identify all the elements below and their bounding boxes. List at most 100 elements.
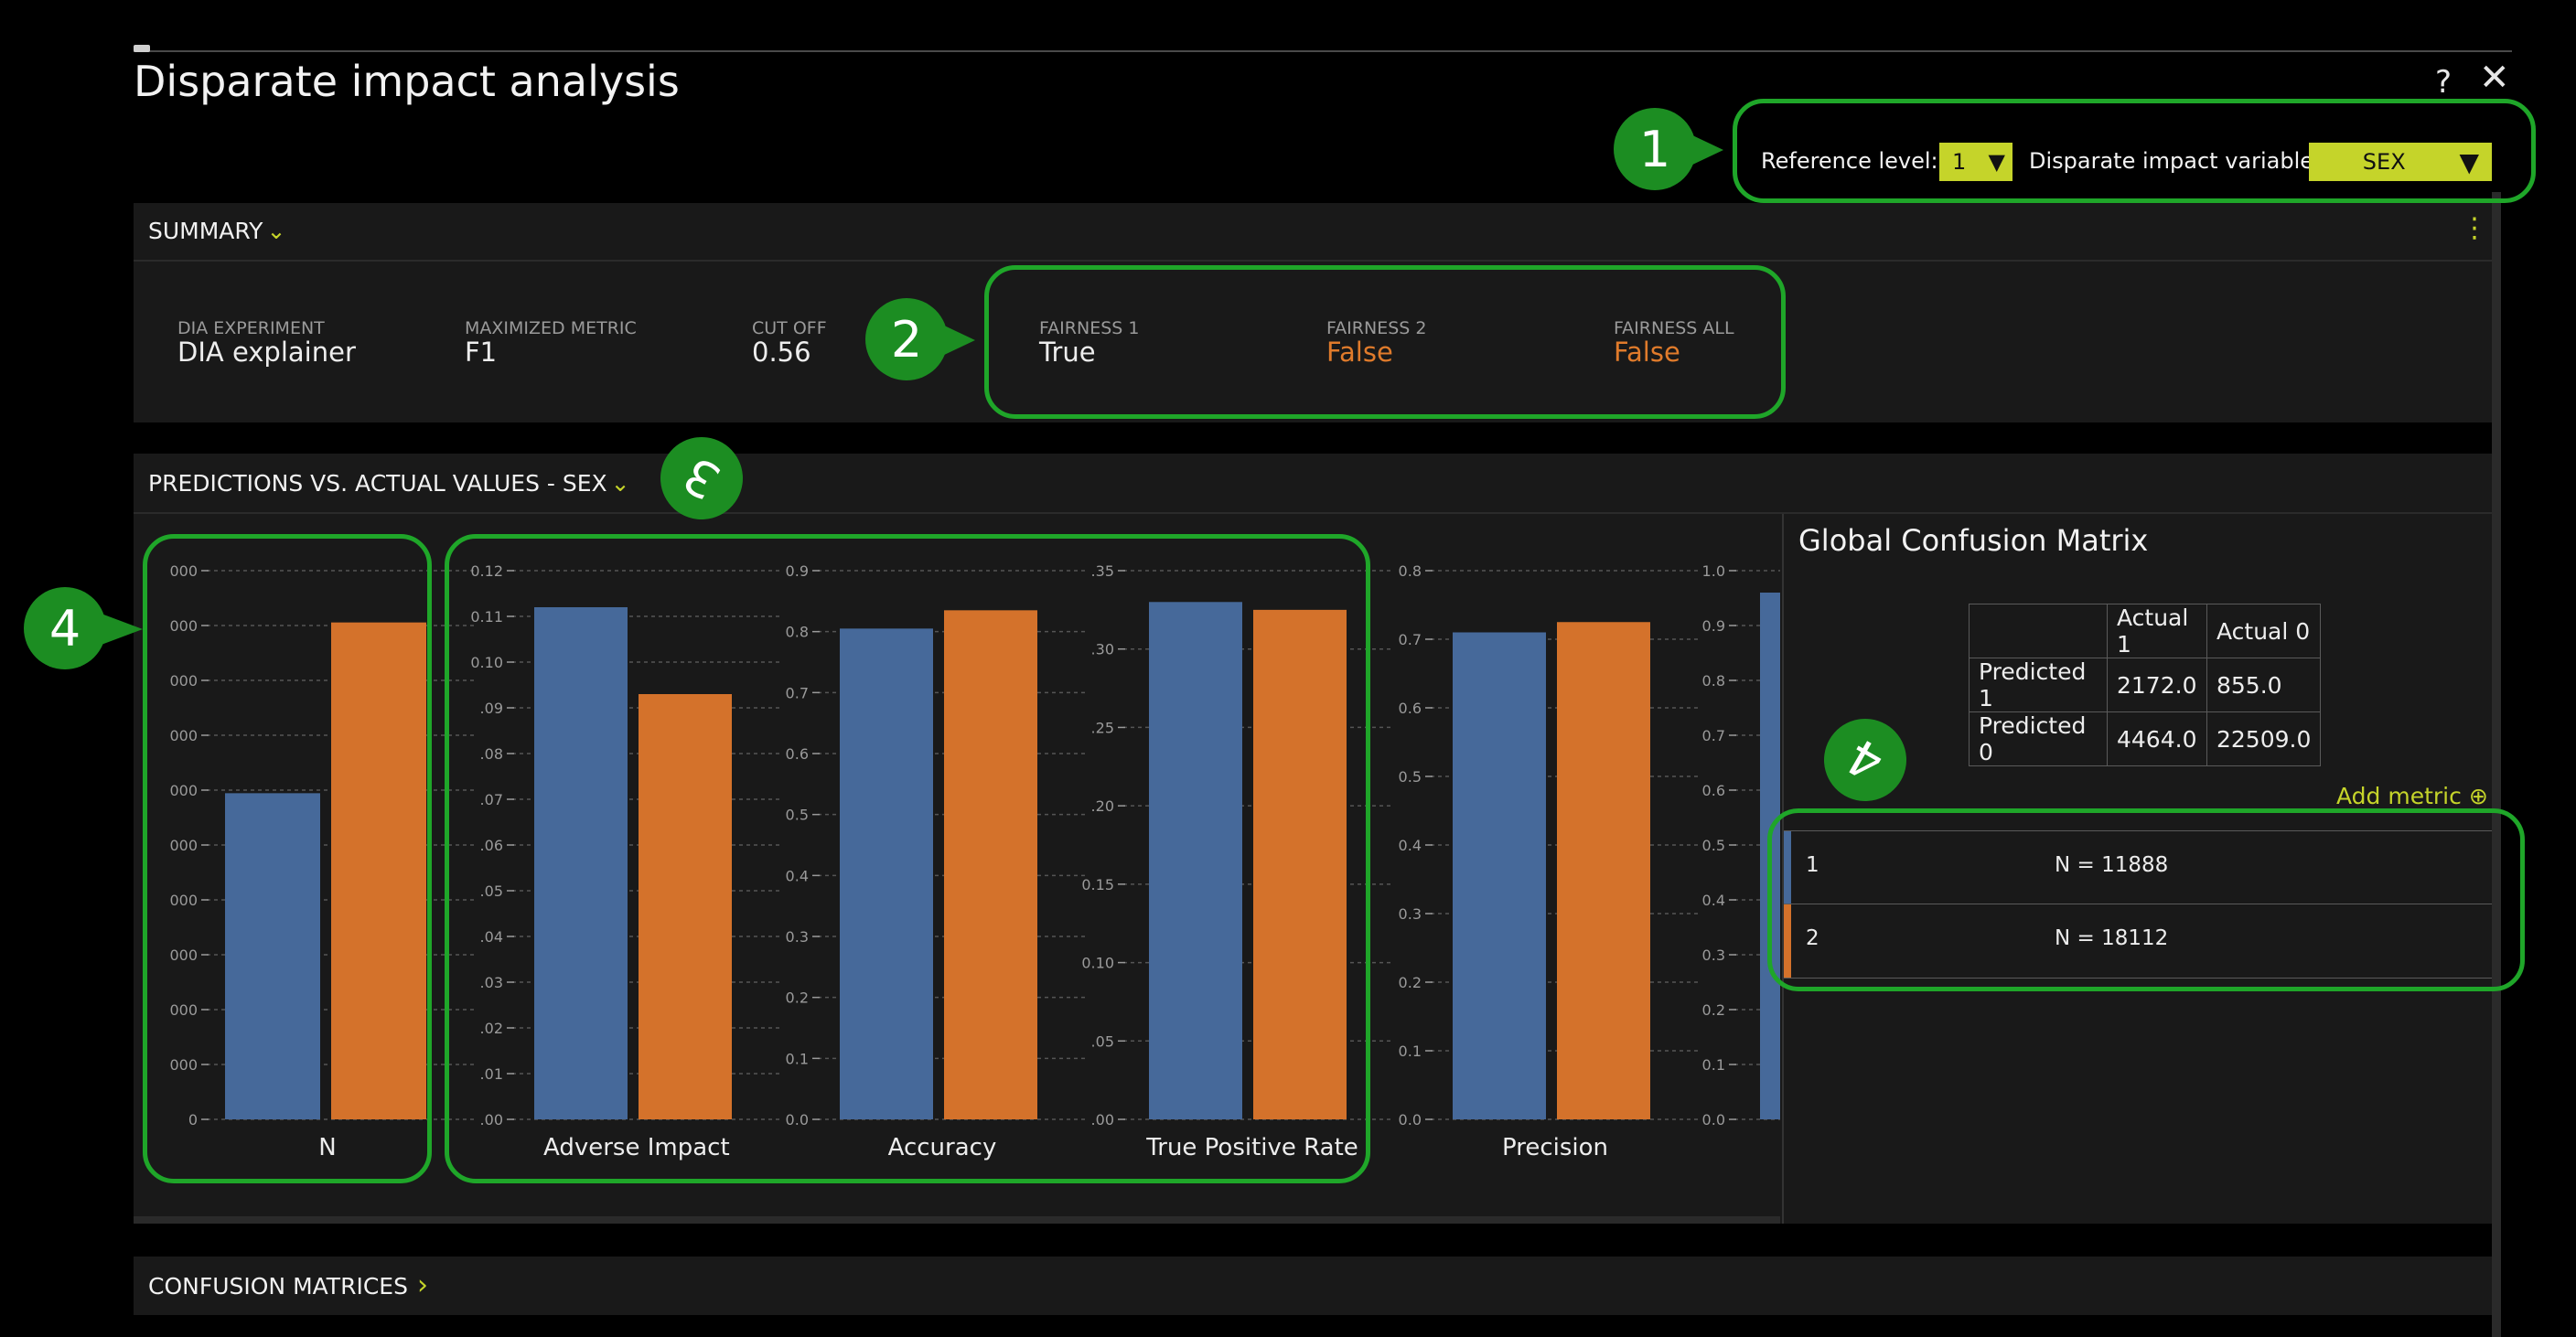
- cm-row-label-predicted-1: Predicted 1: [1969, 658, 2108, 712]
- cm-cell: 4464.0: [2107, 711, 2207, 766]
- tick-label: 0.8: [786, 624, 809, 641]
- summary-header[interactable]: SUMMARY ⌄: [148, 218, 285, 244]
- tick-label: 0.7: [1399, 631, 1422, 648]
- legend-swatch: [1784, 831, 1791, 904]
- predictions-divider: [134, 512, 2492, 514]
- bar-1[interactable]: [534, 607, 628, 1119]
- bar-2[interactable]: [944, 610, 1037, 1119]
- bar-1[interactable]: [1453, 632, 1546, 1120]
- tick-label: 0.6: [786, 745, 809, 763]
- tick-label: .06: [480, 837, 503, 854]
- tick-label: 0.10: [1081, 955, 1114, 972]
- callout-badge: 4: [24, 587, 106, 669]
- disparate-impact-variable-select[interactable]: SEX ▼: [2309, 143, 2492, 181]
- tick-label: .07: [480, 791, 503, 808]
- bar-2[interactable]: [331, 622, 426, 1119]
- bar-chart-1: .00 .01 .02 .03 .04 .05 .06 .07 .08 .09 0.10 0.11 0.…: [470, 562, 781, 1128]
- summary-panel: [134, 203, 2492, 422]
- tick-label: 0.12: [470, 562, 503, 580]
- metric-label-cut-off: CUT OFF: [752, 318, 827, 338]
- tick-label: .05: [1091, 1032, 1114, 1050]
- legend-row[interactable]: 1 N = 11888: [1784, 830, 2492, 904]
- bar-2[interactable]: [639, 694, 732, 1119]
- kebab-menu-icon[interactable]: ⋮: [2461, 212, 2488, 244]
- tick-label: 0.15: [1081, 876, 1114, 893]
- tick-label: 000: [169, 1001, 198, 1019]
- bar-chart-3: .00 .05 0.10 0.15 .20 .25 .30 .35: [1081, 562, 1392, 1128]
- tick-label: 000: [169, 562, 198, 580]
- callout-box-n-chart: [143, 534, 432, 1183]
- bar-2[interactable]: [1557, 622, 1650, 1119]
- predictions-header[interactable]: PREDICTIONS VS. ACTUAL VALUES - SEX ⌄: [148, 470, 630, 497]
- tick-label: 0.8: [1399, 562, 1422, 580]
- confusion-matrices-title: CONFUSION MATRICES: [148, 1273, 408, 1300]
- tick-label: 0.9: [786, 562, 809, 580]
- charts-horizontal-scrollbar[interactable]: [134, 1216, 1780, 1224]
- tick-label: 0.2: [1702, 1001, 1725, 1019]
- chart-label-precision: Precision: [1501, 1134, 1608, 1161]
- dropdown-arrow-icon: ▼: [1988, 149, 2005, 175]
- tick-label: .04: [480, 928, 503, 946]
- tick-label: 0.4: [1702, 892, 1725, 909]
- metric-value-maximized-metric: F1: [465, 337, 498, 368]
- add-metric-button[interactable]: Add metric ⊕: [2336, 783, 2488, 809]
- reference-level-label: Reference level:: [1761, 148, 1938, 174]
- tick-label: 0: [188, 1111, 198, 1128]
- tick-label: 1.0: [1702, 562, 1725, 580]
- metric-value-fairness-2: False: [1326, 337, 1393, 368]
- tick-label: 0.0: [786, 1111, 809, 1128]
- tick-label: 0.9: [1702, 617, 1725, 635]
- bar-chart-5: 0.0 0.1 0.2 0.3 0.4 0.5 0.6 0.7 0.8 0.9 1.0: [1702, 562, 1780, 1128]
- chart-label-n: N: [318, 1134, 337, 1161]
- callout-box-controls: [1733, 99, 2536, 203]
- tick-label: 000: [169, 727, 198, 744]
- page-title: Disparate impact analysis: [134, 57, 680, 106]
- summary-title: SUMMARY: [148, 218, 263, 244]
- reference-level-select[interactable]: 1 ▼: [1939, 143, 2012, 181]
- bar-1[interactable]: [840, 628, 933, 1119]
- metric-label-dia-experiment: DIA EXPERIMENT: [177, 318, 325, 338]
- close-icon[interactable]: ✕: [2479, 57, 2510, 99]
- tick-label: .03: [480, 974, 503, 991]
- metric-value-fairness-1: True: [1039, 337, 1096, 368]
- tick-label: .00: [1091, 1111, 1114, 1128]
- tick-label: 0.10: [470, 654, 503, 671]
- callout-pointer: [1689, 134, 1723, 166]
- callout-pointer: [99, 613, 143, 646]
- tick-label: 0.6: [1702, 782, 1725, 799]
- chevron-down-icon: ⌄: [610, 470, 630, 497]
- global-confusion-matrix-table: Actual 1 Actual 0 Predicted 1 2172.0 855…: [1969, 604, 2322, 766]
- tick-label: 000: [169, 892, 198, 909]
- cm-row-label-predicted-0: Predicted 0: [1969, 711, 2108, 766]
- bar-chart-2: 0.0 0.1 0.2 0.3 0.4 0.5 0.6 0.7 0.8 0.9: [786, 562, 1087, 1128]
- tick-label: 000: [169, 947, 198, 964]
- bar-1[interactable]: [225, 793, 320, 1119]
- callout-box-legend: [1767, 808, 2525, 991]
- page-vertical-scrollbar[interactable]: [2492, 192, 2501, 1337]
- tick-label: 0.6: [1399, 700, 1422, 717]
- metric-value-dia-experiment: DIA explainer: [177, 337, 356, 368]
- legend-level: 1: [1806, 853, 1819, 877]
- legend-level: 2: [1806, 926, 1819, 950]
- tick-label: .02: [480, 1020, 503, 1037]
- tick-label: .25: [1091, 719, 1114, 736]
- confusion-matrices-header[interactable]: CONFUSION MATRICES ›: [148, 1269, 428, 1301]
- tick-label: 000: [169, 837, 198, 854]
- bar-charts-svg: 0000000000000000000000000000000.00.01.02…: [169, 562, 1780, 1128]
- cm-header-corner: [1969, 604, 2108, 658]
- tick-label: .01: [480, 1065, 503, 1083]
- summary-divider: [134, 260, 2492, 262]
- help-icon[interactable]: ?: [2435, 64, 2453, 101]
- legend-row[interactable]: 2 N = 18112: [1784, 904, 2492, 979]
- tick-label: .08: [480, 745, 503, 763]
- metric-label-maximized-metric: MAXIMIZED METRIC: [465, 318, 637, 338]
- tick-label: 0.5: [786, 807, 809, 824]
- tick-label: 0.5: [1399, 768, 1422, 786]
- dropdown-arrow-icon: ▼: [2459, 146, 2479, 177]
- tick-label: 0.2: [786, 989, 809, 1007]
- tick-label: 0.3: [1702, 947, 1725, 964]
- bar-2[interactable]: [1253, 609, 1347, 1119]
- chart-label-accuracy: Accuracy: [887, 1134, 997, 1161]
- bar-1[interactable]: [1149, 602, 1242, 1119]
- callout-box-fairness: [984, 265, 1786, 419]
